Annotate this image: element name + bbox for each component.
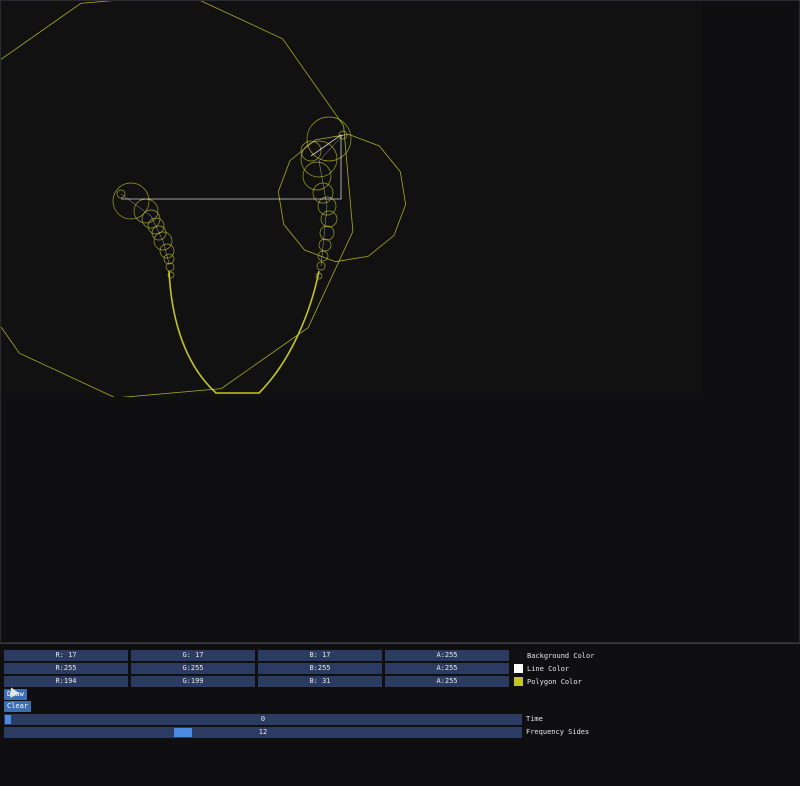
polygon-color-row: R:194 G:199 B: 31 A:255 Polygon Color <box>4 676 582 687</box>
left-epicycle-circle <box>151 225 167 241</box>
left-epicycle-circle <box>112 182 150 220</box>
left-epicycle-circle <box>159 243 175 259</box>
polygon-color-label: Polygon Color <box>527 677 582 686</box>
background-r-field[interactable]: R: 17 <box>4 650 128 661</box>
polygon-color-swatch[interactable] <box>514 677 523 686</box>
epicycle-connector-line <box>121 134 342 200</box>
left-epicycle-circle <box>167 271 175 279</box>
right-epicycle-circle <box>317 250 329 262</box>
line-color-label: Line Color <box>527 664 570 673</box>
polygon-g-field[interactable]: G:199 <box>131 676 255 687</box>
drawing-canvas[interactable] <box>0 0 800 643</box>
frequency-sides-label: Frequency Sides <box>526 728 590 736</box>
background-g-field[interactable]: G: 17 <box>131 650 255 661</box>
frequency-sides-slider-grab[interactable] <box>174 728 193 737</box>
right-epicycle-circle <box>318 238 332 252</box>
line-b-field[interactable]: B:255 <box>258 663 382 674</box>
medium-epicycle-polygon <box>277 133 407 263</box>
right-epicycle-circle <box>312 182 334 204</box>
time-value: 0 <box>260 715 266 723</box>
right-epicycle-circle <box>320 210 338 228</box>
traced-curve <box>168 270 320 394</box>
right-epicycle-circle <box>302 161 332 191</box>
right-epicycle-circle <box>338 130 348 140</box>
draw-button[interactable]: Draw <box>4 689 27 700</box>
frequency-sides-slider[interactable]: 12 <box>4 727 522 738</box>
left-epicycle-circle <box>141 209 161 229</box>
line-color-swatch[interactable] <box>514 664 523 673</box>
polygon-b-field[interactable]: B: 31 <box>258 676 382 687</box>
time-slider[interactable]: 0 <box>4 714 522 725</box>
line-g-field[interactable]: G:255 <box>131 663 255 674</box>
time-slider-grab[interactable] <box>5 715 11 724</box>
left-epicycle-circle <box>116 189 126 199</box>
polygon-a-field[interactable]: A:255 <box>385 676 509 687</box>
background-b-field[interactable]: B: 17 <box>258 650 382 661</box>
polygon-r-field[interactable]: R:194 <box>4 676 128 687</box>
right-epicycle-circle <box>300 140 338 178</box>
background-color-swatch[interactable] <box>514 651 523 660</box>
background-color-row: R: 17 G: 17 B: 17 A:255 Background Color <box>4 650 594 661</box>
background-a-field[interactable]: A:255 <box>385 650 509 661</box>
left-radius-line <box>120 193 170 264</box>
large-epicycle-polygon <box>1 1 354 397</box>
line-a-field[interactable]: A:255 <box>385 663 509 674</box>
left-epicycle-circle <box>163 253 175 265</box>
right-radius-line <box>318 134 344 267</box>
right-epicycle-circle <box>317 196 337 216</box>
frequency-sides-value: 12 <box>258 728 268 736</box>
right-epicycle-circle <box>316 261 326 271</box>
right-epicycle-circle <box>319 225 335 241</box>
left-epicycle-circle <box>165 262 175 272</box>
line-color-row: R:255 G:255 B:255 A:255 Line Color <box>4 663 569 674</box>
clear-button[interactable]: Clear <box>4 701 32 712</box>
right-epicycle-circle <box>300 140 322 162</box>
background-color-label: Background Color <box>527 651 595 660</box>
time-label: Time <box>526 715 543 723</box>
render-surface <box>1 1 701 397</box>
left-epicycle-circle <box>153 231 173 251</box>
epicycle-drawing <box>1 1 407 397</box>
control-panel: R: 17 G: 17 B: 17 A:255 Background Color… <box>0 643 800 786</box>
right-epicycle-circle <box>306 116 352 162</box>
left-epicycle-circle <box>147 217 165 235</box>
line-r-field[interactable]: R:255 <box>4 663 128 674</box>
